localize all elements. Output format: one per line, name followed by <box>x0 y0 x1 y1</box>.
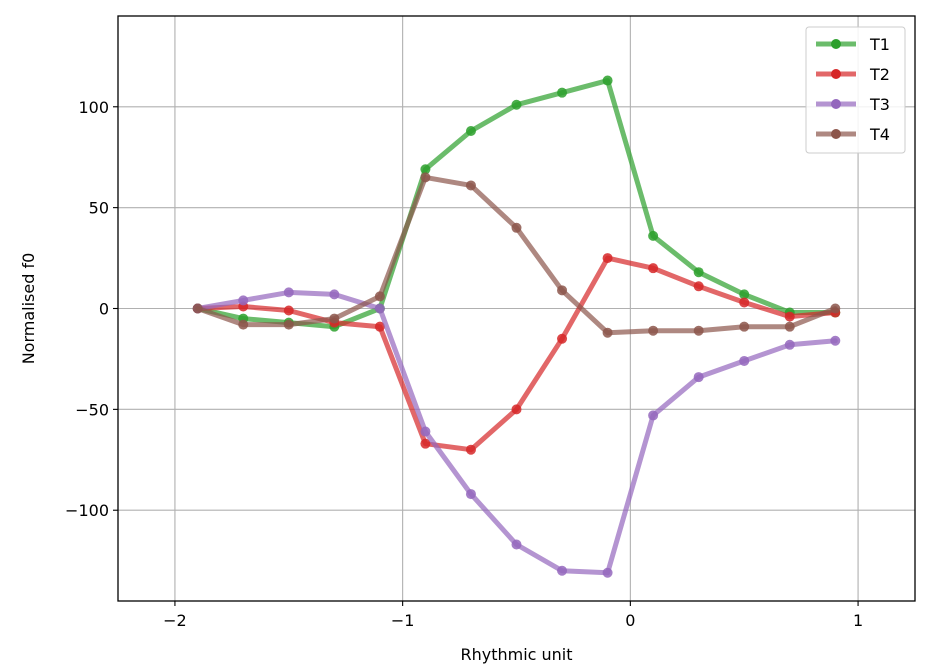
series-t4 <box>192 172 841 338</box>
data-point <box>784 321 795 332</box>
data-point <box>648 325 659 336</box>
series-line-t1 <box>195 78 838 330</box>
data-point <box>830 303 841 314</box>
data-point <box>420 164 431 175</box>
y-tick-label: −100 <box>65 501 109 520</box>
data-point <box>283 319 294 330</box>
data-point <box>329 289 340 300</box>
legend-item-t3: T3 <box>816 95 890 114</box>
legend-item-t4: T4 <box>816 125 890 144</box>
legend-swatch-marker <box>831 129 841 139</box>
legend-label: T2 <box>869 65 890 84</box>
data-point <box>602 327 613 338</box>
data-point <box>648 263 659 274</box>
data-point <box>465 444 476 455</box>
data-point <box>784 311 795 322</box>
data-point <box>693 281 704 292</box>
legend-swatch-marker <box>831 39 841 49</box>
data-point <box>329 313 340 324</box>
y-tick-label: 50 <box>89 199 109 218</box>
series-layer <box>192 75 841 578</box>
data-point <box>557 565 568 576</box>
data-point <box>830 335 841 346</box>
data-point <box>739 297 750 308</box>
legend-label: T4 <box>869 125 890 144</box>
legend-swatch-marker <box>831 99 841 109</box>
x-tick-label: −2 <box>163 611 187 630</box>
data-point <box>693 372 704 383</box>
data-point <box>192 303 203 314</box>
data-point <box>693 325 704 336</box>
series-t2 <box>192 253 841 455</box>
data-point <box>739 321 750 332</box>
data-point <box>283 305 294 316</box>
data-point <box>602 567 613 578</box>
data-point <box>374 321 385 332</box>
legend-box <box>805 26 906 154</box>
legend: T1 T2 T3 T4 <box>805 26 906 154</box>
series-line-t3 <box>195 289 838 576</box>
data-point <box>648 410 659 421</box>
data-point <box>693 267 704 278</box>
data-point <box>557 333 568 344</box>
data-point <box>465 180 476 191</box>
x-tick-label: 1 <box>853 611 863 630</box>
y-tick-label: −50 <box>75 400 109 419</box>
data-point <box>420 426 431 437</box>
data-point <box>283 287 294 298</box>
y-axis-label: Normalised f0 <box>19 253 38 365</box>
data-point <box>238 295 249 306</box>
data-point <box>511 539 522 550</box>
data-point <box>374 291 385 302</box>
x-tick-label: 0 <box>625 611 635 630</box>
data-point <box>374 303 385 314</box>
data-point <box>511 222 522 233</box>
data-point <box>602 253 613 264</box>
data-point <box>465 489 476 500</box>
data-point <box>557 285 568 296</box>
legend-label: T3 <box>869 95 890 114</box>
data-point <box>511 99 522 110</box>
data-point <box>739 289 750 300</box>
data-point <box>420 438 431 449</box>
legend-item-t2: T2 <box>816 65 890 84</box>
legend-swatch-marker <box>831 69 841 79</box>
data-point <box>784 339 795 350</box>
data-point <box>557 87 568 98</box>
x-tick-label: −1 <box>391 611 415 630</box>
data-point <box>420 172 431 183</box>
y-tick-label: 0 <box>99 300 109 319</box>
x-axis-label: Rhythmic unit <box>460 645 572 664</box>
data-point <box>739 355 750 366</box>
data-point <box>648 230 659 241</box>
legend-item-t1: T1 <box>816 35 890 54</box>
data-point <box>238 319 249 330</box>
legend-label: T1 <box>869 35 890 54</box>
data-point <box>602 75 613 86</box>
y-tick-label: 100 <box>78 98 109 117</box>
series-line-t2 <box>195 255 838 453</box>
axis-ticks: −2 −1 0 1 −100 −50 0 50 100 <box>65 98 863 630</box>
data-point <box>511 404 522 415</box>
data-point <box>465 125 476 136</box>
